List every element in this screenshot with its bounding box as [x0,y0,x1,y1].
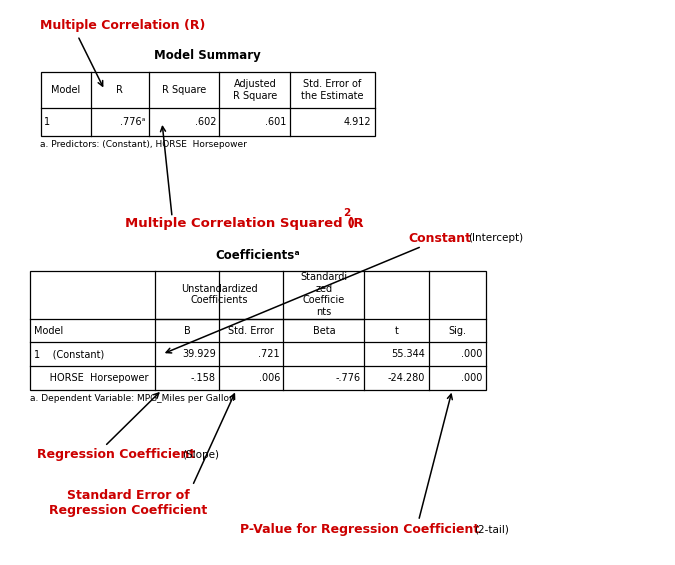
Text: Model Summary: Model Summary [154,49,261,62]
Text: Std. Error: Std. Error [229,325,274,336]
Text: (2-tail): (2-tail) [475,524,510,534]
Text: Standardi
zed
Coefficie
nts: Standardi zed Coefficie nts [300,272,348,317]
Text: B: B [184,325,190,336]
Bar [40,72,375,136]
Text: Std. Error of
the Estimate: Std. Error of the Estimate [301,79,364,101]
Text: -.776: -.776 [336,373,361,383]
Text: .776ᵃ: .776ᵃ [119,117,145,127]
Bar [30,271,486,390]
Text: 1    (Constant): 1 (Constant) [34,349,105,359]
Text: .601: .601 [265,117,287,127]
Text: Unstandardized
Coefficients: Unstandardized Coefficients [181,284,258,306]
Text: R Square: R Square [162,85,206,95]
Text: .006: .006 [259,373,280,383]
Text: Coefficientsᵃ: Coefficientsᵃ [216,249,300,262]
Text: .000: .000 [461,373,483,383]
Text: HORSE  Horsepower: HORSE Horsepower [34,373,149,383]
Text: Model: Model [51,85,80,95]
Text: Adjusted
R Square: Adjusted R Square [233,79,277,101]
Text: P-Value for Regression Coefficient: P-Value for Regression Coefficient [240,523,479,536]
Text: t: t [395,325,398,336]
Text: Regression Coefficient: Regression Coefficient [37,448,195,462]
Text: ): ) [349,216,355,230]
Text: 55.344: 55.344 [392,349,425,359]
Text: Model: Model [34,325,63,336]
Text: R: R [116,85,124,95]
Text: a. Dependent Variable: MPG_Miles per Gallon: a. Dependent Variable: MPG_Miles per Gal… [30,394,235,403]
Text: (Slope): (Slope) [182,450,219,460]
Text: .721: .721 [259,349,280,359]
Text: Standard Error of
Regression Coefficient: Standard Error of Regression Coefficient [49,489,207,517]
Text: 39.929: 39.929 [182,349,216,359]
Text: Multiple Correlation Squared (R: Multiple Correlation Squared (R [125,216,364,230]
Text: Sig.: Sig. [448,325,466,336]
Text: 4.912: 4.912 [344,117,371,127]
Text: Multiple Correlation (R): Multiple Correlation (R) [40,19,206,32]
Text: (Intercept): (Intercept) [468,233,523,244]
Text: .000: .000 [461,349,483,359]
Text: -24.280: -24.280 [388,373,425,383]
Text: -.158: -.158 [191,373,216,383]
Text: a. Predictors: (Constant), HORSE  Horsepower: a. Predictors: (Constant), HORSE Horsepo… [40,140,247,149]
Text: Constant: Constant [408,232,471,245]
Text: Beta: Beta [313,325,335,336]
Text: 2: 2 [343,208,350,218]
Text: 1: 1 [44,117,50,127]
Text: .602: .602 [194,117,216,127]
